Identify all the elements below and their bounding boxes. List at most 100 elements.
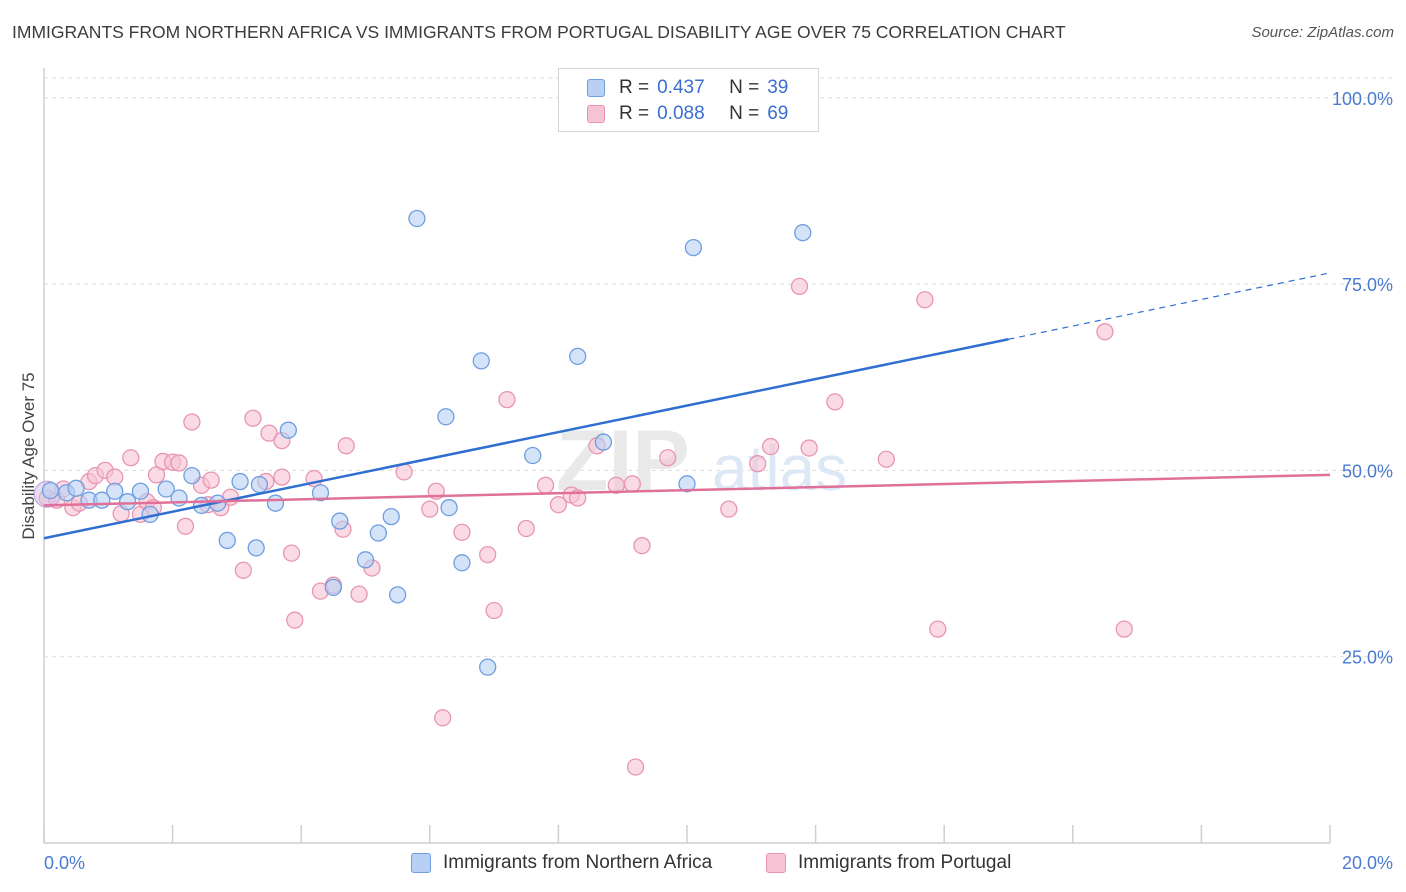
point-northern-africa <box>131 482 150 500</box>
point-northern-africa <box>382 507 400 526</box>
point-portugal <box>479 545 497 564</box>
watermark: ZIP atlas <box>556 413 847 509</box>
point-portugal <box>761 437 780 456</box>
point-northern-africa <box>524 446 542 465</box>
point-portugal <box>202 471 220 489</box>
point-portugal <box>929 620 947 638</box>
point-northern-africa <box>106 482 124 500</box>
legend-r-value: 0.088 <box>657 103 705 124</box>
bottom-legend-portugal: Immigrants from Portugal <box>766 852 1011 874</box>
point-portugal <box>485 601 503 620</box>
point-northern-africa <box>678 475 696 493</box>
point-portugal <box>421 500 439 518</box>
legend-row-portugal: R = 0.088 N = 69 <box>587 102 788 126</box>
legend-swatch-blue <box>587 79 605 97</box>
point-portugal <box>720 500 738 518</box>
point-portugal <box>517 519 535 538</box>
x-tick-label-max: 20.0% <box>1342 853 1393 873</box>
point-portugal <box>749 455 767 473</box>
bottom-legend-swatch-blue <box>411 853 431 873</box>
point-northern-africa <box>250 475 269 494</box>
legend-r-label: R = <box>619 103 650 124</box>
point-portugal <box>183 413 201 431</box>
point-portugal <box>244 409 262 427</box>
watermark-atlas: atlas <box>712 432 847 504</box>
point-portugal <box>536 476 555 494</box>
point-portugal <box>282 544 301 562</box>
point-portugal <box>633 537 651 555</box>
legend-row-northern-africa: R = 0.437 N = 39 <box>587 76 788 100</box>
y-tick-label: 75.0% <box>1342 275 1393 295</box>
series-northern-africa-points <box>41 209 812 676</box>
point-portugal <box>176 517 195 535</box>
point-northern-africa <box>569 347 587 366</box>
y-axis-label: Disability Age Over 75 <box>19 372 38 539</box>
bottom-legend-label: Immigrants from Portugal <box>798 852 1012 873</box>
point-northern-africa <box>369 524 388 542</box>
point-northern-africa <box>41 481 60 500</box>
point-northern-africa <box>118 493 137 511</box>
point-northern-africa <box>408 209 426 228</box>
point-northern-africa <box>311 484 330 502</box>
point-portugal <box>350 585 368 603</box>
point-portugal <box>826 393 844 411</box>
point-northern-africa <box>356 551 375 569</box>
point-portugal <box>623 475 641 493</box>
point-portugal <box>122 449 140 467</box>
point-portugal <box>626 758 645 776</box>
trend-line-northern-africa-extension <box>1008 272 1331 340</box>
point-portugal <box>498 390 516 409</box>
legend-r-label: R = <box>619 77 650 98</box>
bottom-legend-swatch-pink <box>766 853 786 873</box>
point-portugal <box>916 291 934 309</box>
legend-swatch-pink <box>587 105 605 123</box>
point-northern-africa <box>794 224 812 242</box>
chart-title: IMMIGRANTS FROM NORTHERN AFRICA VS IMMIG… <box>12 22 1066 42</box>
point-northern-africa <box>684 238 703 257</box>
legend-n-label: N = <box>729 103 760 124</box>
point-northern-africa <box>388 586 407 604</box>
x-tick-label-min: 0.0% <box>44 853 85 873</box>
trend-line-northern-africa <box>43 338 1009 540</box>
point-portugal <box>549 496 568 514</box>
point-portugal <box>273 468 291 486</box>
point-northern-africa <box>479 658 497 676</box>
legend-n-label: N = <box>729 77 760 98</box>
correlation-legend: R = 0.437 N = 39 R = 0.088 N = 69 <box>558 68 819 132</box>
point-portugal <box>790 277 809 295</box>
point-northern-africa <box>67 479 85 497</box>
point-portugal <box>286 611 304 629</box>
point-portugal <box>337 437 355 455</box>
point-northern-africa <box>157 480 175 498</box>
legend-n-value: 69 <box>767 103 789 124</box>
y-tick-label: 50.0% <box>1342 461 1393 481</box>
point-portugal <box>659 449 677 467</box>
point-northern-africa <box>247 539 265 557</box>
point-northern-africa <box>472 352 490 370</box>
point-northern-africa <box>453 554 471 572</box>
point-northern-africa <box>440 499 458 517</box>
point-northern-africa <box>279 421 297 439</box>
legend-r-value: 0.437 <box>657 77 705 98</box>
point-northern-africa <box>324 578 343 597</box>
bottom-legend-northern-africa: Immigrants from Northern Africa <box>411 852 712 874</box>
y-tick-label: 100.0% <box>1332 89 1393 109</box>
point-portugal <box>234 561 252 579</box>
trend-lines <box>43 272 1331 540</box>
point-northern-africa <box>437 408 455 426</box>
point-northern-africa <box>183 466 201 485</box>
trend-line-portugal <box>43 473 1331 507</box>
point-northern-africa <box>231 472 249 491</box>
y-tick-labels: 25.0% 50.0% 75.0% 100.0% <box>1332 89 1393 668</box>
legend-n-value: 39 <box>767 77 789 98</box>
point-northern-africa <box>331 512 349 530</box>
y-tick-label: 25.0% <box>1342 648 1393 668</box>
point-portugal <box>1096 323 1114 341</box>
point-portugal <box>260 424 278 442</box>
point-northern-africa <box>266 494 285 512</box>
point-northern-africa <box>594 433 613 451</box>
point-northern-africa <box>218 531 236 550</box>
source-label: Source: ZipAtlas.com <box>1251 24 1394 41</box>
point-portugal <box>453 523 471 541</box>
